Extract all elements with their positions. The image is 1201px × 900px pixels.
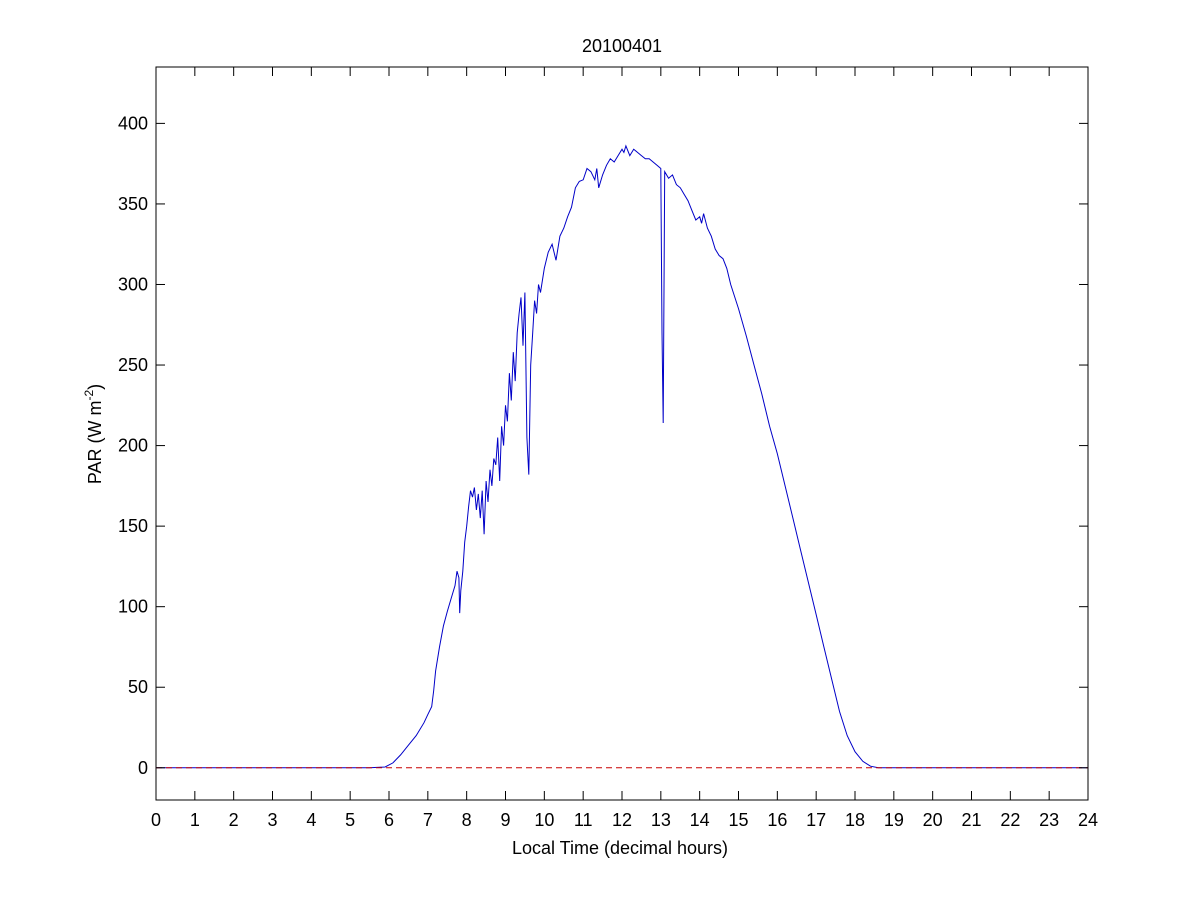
y-axis-label: PAR (W m-2) [82,384,105,484]
x-tick-label: 10 [534,810,554,830]
x-tick-label: 8 [462,810,472,830]
x-tick-label: 23 [1039,810,1059,830]
x-tick-label: 6 [384,810,394,830]
x-tick-label: 19 [884,810,904,830]
x-tick-label: 20 [923,810,943,830]
x-tick-label: 7 [423,810,433,830]
y-tick-label: 200 [118,436,148,456]
x-tick-label: 14 [690,810,710,830]
y-tick-label: 400 [118,113,148,133]
y-tick-label: 300 [118,274,148,294]
x-tick-label: 1 [190,810,200,830]
chart-title: 20100401 [582,36,662,56]
x-tick-label: 24 [1078,810,1098,830]
y-tick-label: 350 [118,194,148,214]
y-axis-label-main: PAR (W m [85,401,105,485]
x-tick-label: 2 [229,810,239,830]
x-tick-label: 16 [767,810,787,830]
x-tick-label: 15 [728,810,748,830]
x-tick-label: 9 [500,810,510,830]
y-axis-label-superscript: -2 [82,390,96,401]
y-tick-label: 150 [118,516,148,536]
axis-ticks: 0 1 2 3 4 5 6 7 8 9 10 11 12 13 14 15 16 17 18 19 20 21 22 23 24… [118,67,1098,830]
y-axis-label-close: ) [85,384,105,390]
x-tick-label: 4 [306,810,316,830]
x-tick-label: 18 [845,810,865,830]
y-tick-label: 100 [118,597,148,617]
y-tick-label: 50 [128,677,148,697]
x-tick-label: 13 [651,810,671,830]
x-tick-label: 11 [574,810,593,830]
y-tick-label: 250 [118,355,148,375]
x-axis-label: Local Time (decimal hours) [512,838,728,858]
x-tick-label: 5 [345,810,355,830]
x-tick-label: 3 [267,810,277,830]
y-tick-label: 0 [138,758,148,778]
x-tick-label: 22 [1000,810,1020,830]
par-data-line [156,144,1088,769]
x-tick-label: 12 [612,810,632,830]
series-layer [156,144,1088,769]
plot-area-frame [155,66,1089,801]
x-tick-label: 0 [151,810,161,830]
x-tick-label: 17 [806,810,826,830]
x-tick-label: 21 [961,810,981,830]
